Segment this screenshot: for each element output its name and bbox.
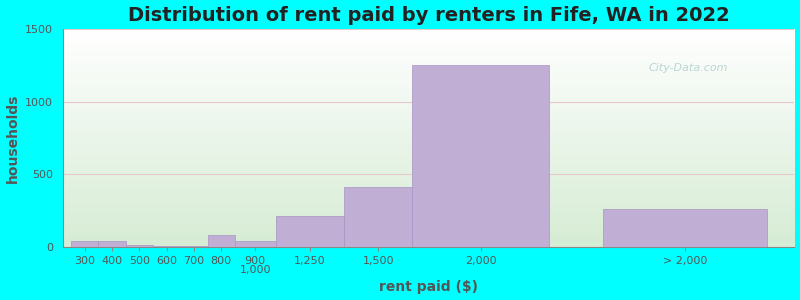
Title: Distribution of rent paid by renters in Fife, WA in 2022: Distribution of rent paid by renters in … <box>128 6 730 25</box>
Bar <box>344 188 412 247</box>
Bar <box>235 241 276 247</box>
Bar <box>98 241 126 247</box>
Bar <box>412 65 549 247</box>
Bar <box>276 216 344 247</box>
Y-axis label: households: households <box>6 93 19 183</box>
Bar <box>153 246 180 247</box>
X-axis label: rent paid ($): rent paid ($) <box>379 280 478 294</box>
Bar <box>207 236 235 247</box>
Bar <box>603 208 767 247</box>
Bar <box>126 245 153 247</box>
Text: City-Data.com: City-Data.com <box>648 63 728 73</box>
Bar <box>71 241 98 247</box>
Bar <box>180 246 207 247</box>
